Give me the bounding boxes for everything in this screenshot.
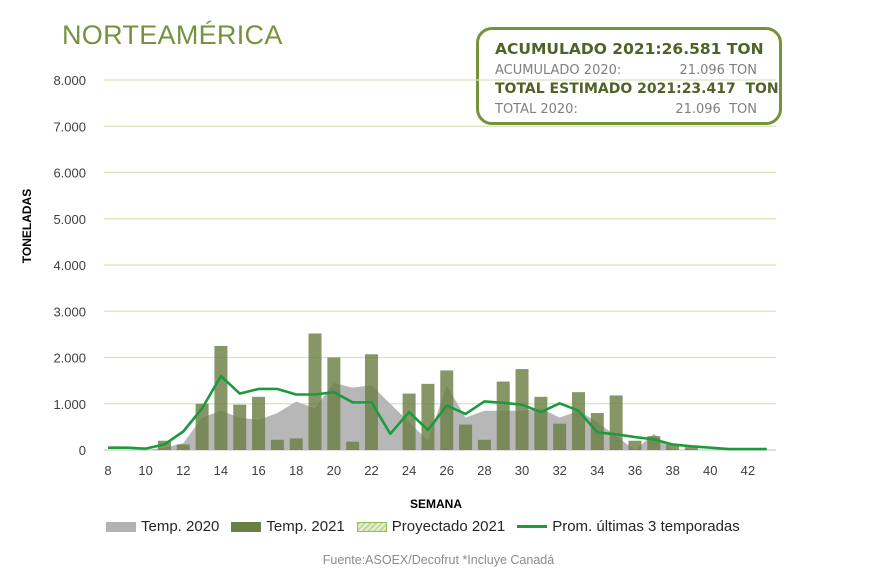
- legend-item-temp-2020: Temp. 2020: [106, 518, 219, 535]
- x-tick-label: 34: [590, 463, 604, 478]
- legend: Temp. 2020 Temp. 2021 Proyectado 2021 Pr…: [106, 518, 752, 535]
- temp-2021-bar: [176, 444, 190, 450]
- x-axis-label: SEMANA: [410, 497, 462, 511]
- temp-2021-bar: [402, 393, 416, 450]
- x-tick-label: 36: [628, 463, 642, 478]
- summary-label: ACUMULADO 2021:: [495, 40, 662, 58]
- temp-2021-bar: [195, 403, 209, 450]
- y-tick-label: 8.000: [53, 73, 86, 88]
- legend-item-temp-2021: Temp. 2021: [231, 518, 345, 535]
- summary-value: 21.096 TON: [679, 63, 757, 78]
- x-tick-label: 40: [703, 463, 717, 478]
- x-tick-label: 12: [176, 463, 190, 478]
- chart-title: NORTEAMÉRICA: [62, 20, 283, 50]
- legend-swatch-temp-2021: [231, 521, 262, 532]
- x-axis-ticks: 8 10 12 14 16 18 20 22 24 26 28 30 32 34 36 38 40 42: [104, 463, 755, 478]
- temp-2021-bar: [628, 440, 642, 450]
- y-tick-label: 1.000: [53, 397, 86, 412]
- legend-item-projected-2021: Proyectado 2021: [356, 518, 506, 535]
- temp-2021-bar: [666, 444, 680, 450]
- temp-2021-bar: [440, 370, 454, 450]
- legend-label: Temp. 2020: [141, 518, 220, 535]
- summary-row-total-est-2021: TOTAL ESTIMADO 2021: 23.417 TON: [495, 81, 779, 97]
- x-tick-label: 30: [515, 463, 529, 478]
- temp-2021-bar: [252, 396, 266, 450]
- x-tick-label: 22: [364, 463, 378, 478]
- temp-2021-bar: [553, 423, 567, 450]
- summary-value: 26.581 TON: [661, 40, 764, 58]
- x-tick-label: 20: [327, 463, 341, 478]
- summary-label: TOTAL ESTIMADO 2021:: [495, 81, 682, 97]
- x-tick-label: 14: [214, 463, 228, 478]
- temp-2021-bar: [270, 439, 284, 450]
- summary-box: ACUMULADO 2021: 26.581 TON ACUMULADO 202…: [476, 27, 782, 125]
- average-line: [108, 374, 767, 451]
- summary-label: ACUMULADO 2020:: [495, 63, 622, 78]
- y-axis-label: TONELADAS: [20, 189, 34, 263]
- x-tick-label: 16: [251, 463, 265, 478]
- x-tick-label: 8: [104, 463, 111, 478]
- summary-row-total-2020: TOTAL 2020: 21.096 TON: [495, 102, 757, 117]
- legend-label: Prom. últimas 3 temporadas: [552, 518, 740, 535]
- legend-swatch-average: [517, 525, 548, 528]
- x-tick-label: 10: [138, 463, 152, 478]
- y-tick-label: 6.000: [53, 166, 86, 181]
- legend-label: Temp. 2021: [266, 518, 345, 535]
- temp-2021-bar: [308, 333, 322, 450]
- legend-swatch-projected-2021: [356, 521, 387, 532]
- temp-2021-bars: [157, 333, 698, 450]
- temp-2021-bar: [214, 345, 228, 450]
- temp-2021-bar: [289, 438, 303, 450]
- summary-value: 21.096 TON: [675, 102, 757, 117]
- legend-swatch-temp-2020: [106, 521, 136, 532]
- y-tick-label: 0: [79, 443, 86, 458]
- y-tick-label: 2.000: [53, 351, 86, 366]
- summary-row-accum-2020: ACUMULADO 2020: 21.096 TON: [495, 63, 757, 78]
- x-tick-label: 18: [289, 463, 303, 478]
- x-tick-label: 28: [477, 463, 491, 478]
- y-tick-label: 5.000: [53, 212, 86, 227]
- temp-2021-bar: [421, 383, 435, 450]
- temp-2021-bar: [346, 441, 360, 450]
- temp-2021-bar: [515, 369, 529, 450]
- legend-label: Proyectado 2021: [391, 518, 506, 535]
- x-tick-label: 42: [741, 463, 755, 478]
- x-tick-label: 32: [552, 463, 566, 478]
- temp-2021-bar: [496, 381, 510, 450]
- average-line-path: [108, 374, 767, 451]
- temp-2021-bar: [233, 404, 247, 450]
- temp-2021-bar: [572, 392, 585, 450]
- temp-2021-bar: [684, 447, 698, 450]
- temp-2021-bar: [534, 396, 548, 450]
- x-tick-label: 38: [665, 463, 679, 478]
- x-tick-label: 26: [440, 463, 454, 478]
- y-tick-label: 3.000: [53, 304, 86, 319]
- y-axis-ticks: 0 1.000 2.000 3.000 4.000 5.000 6.000 7.000 8.00…: [53, 73, 86, 458]
- summary-row-accum-2021: ACUMULADO 2021: 26.581 TON: [495, 40, 764, 58]
- temp-2021-bar: [609, 395, 623, 450]
- legend-item-average: Prom. últimas 3 temporadas: [517, 518, 740, 535]
- y-tick-label: 4.000: [53, 258, 86, 273]
- temp-2021-bar: [459, 424, 473, 450]
- y-tick-label: 7.000: [53, 119, 86, 134]
- source-note: Fuente:ASOEX/Decofrut *Incluye Canadá: [322, 553, 555, 567]
- summary-value: 23.417 TON: [681, 81, 779, 97]
- gridlines: [104, 79, 776, 451]
- x-tick-label: 24: [402, 463, 416, 478]
- temp-2021-bar: [327, 357, 341, 450]
- summary-label: TOTAL 2020:: [495, 102, 578, 117]
- temp-2021-bar: [477, 439, 491, 450]
